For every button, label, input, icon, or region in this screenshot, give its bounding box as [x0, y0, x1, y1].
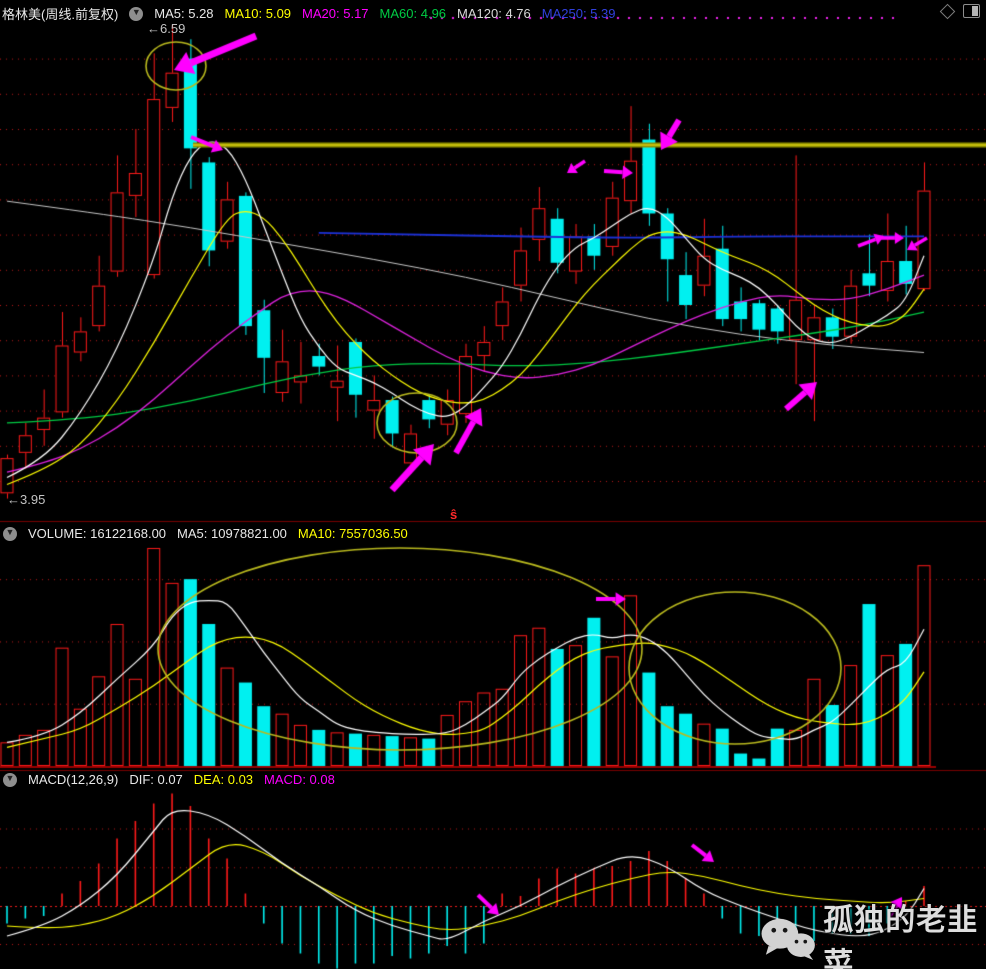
dea-label: DEA: 0.03	[193, 772, 254, 787]
macd-params-label: MACD(12,26,9)	[28, 772, 119, 787]
collapse-macd-button[interactable]: ▼	[3, 772, 17, 787]
macd-value-label: MACD: 0.08	[264, 772, 335, 787]
ma5-label: MA5: 5.28	[154, 6, 214, 21]
ma250-label: MA250: 5.39	[541, 6, 616, 21]
watermark: 孤独的老韭菜	[758, 895, 986, 969]
peak-price-label: ←6.59	[147, 21, 186, 36]
volume-ma10-label: MA10: 7557036.50	[297, 526, 408, 541]
chevron-down-icon: ▼	[5, 773, 15, 783]
window-corner-icons	[939, 3, 980, 19]
ma60-label: MA60: 4.96	[379, 6, 447, 21]
dif-label: DIF: 0.07	[129, 772, 183, 787]
event-marker[interactable]: ŝ	[450, 507, 458, 522]
stock-title[interactable]: 格林美(周线.前复权)	[2, 7, 119, 22]
split-window-icon[interactable]	[963, 4, 980, 18]
watermark-text: 孤独的老韭菜	[823, 904, 979, 969]
trough-price-label: ←3.95	[7, 492, 46, 507]
ma10-label: MA10: 5.09	[224, 6, 292, 21]
chevron-down-icon: ▼	[5, 527, 15, 537]
volume-ma5-label: MA5: 10978821.00	[177, 526, 287, 541]
volume-header: ▼ VOLUME: 16122168.00 MA5: 10978821.00 M…	[3, 526, 408, 541]
volume-value-label: VOLUME: 16122168.00	[28, 526, 167, 541]
collapse-main-button[interactable]: ▼	[129, 6, 144, 21]
wechat-icon	[761, 918, 815, 960]
ma20-label: MA20: 5.17	[302, 6, 369, 21]
macd-header: ▼ MACD(12,26,9) DIF: 0.07 DEA: 0.03 MACD…	[3, 772, 335, 787]
main-chart-header: 格林美(周线.前复权) ▼ MA5: 5.28 MA10: 5.09 MA20:…	[2, 4, 615, 23]
chevron-down-icon: ▼	[131, 7, 141, 17]
collapse-volume-button[interactable]: ▼	[3, 526, 17, 541]
ma120-label: MA120: 4.76	[457, 6, 531, 21]
diamond-icon[interactable]	[939, 3, 956, 19]
